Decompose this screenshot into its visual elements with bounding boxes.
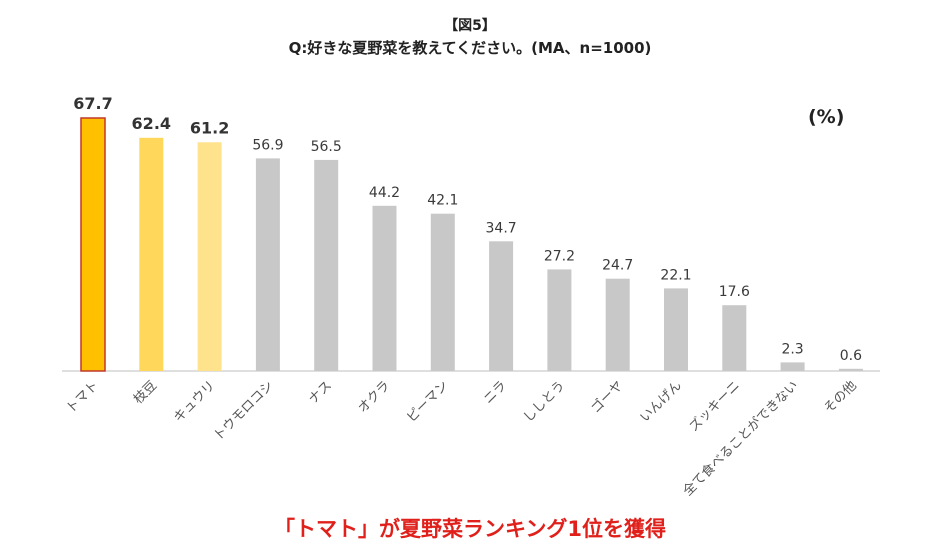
- bar-12: [780, 362, 805, 371]
- category-label-10: いんげん: [637, 378, 684, 425]
- bar-1: [139, 137, 164, 371]
- bar-chart: 67.7 トマト 62.4 枝豆 61.2 キュウリ 56.9 トウモロコシ 56.5 ナス 44.…: [62, 94, 880, 500]
- bar-2: [197, 142, 222, 371]
- category-label-8: ししとう: [521, 378, 568, 425]
- value-label-8: 27.2: [544, 248, 575, 264]
- category-label-1: 枝豆: [131, 378, 160, 407]
- category-label-2: キュウリ: [171, 378, 218, 425]
- value-label-12: 2.3: [781, 341, 803, 357]
- bar-11: [722, 305, 747, 371]
- bar-6: [430, 213, 455, 371]
- bar-4: [314, 159, 339, 371]
- value-label-7: 34.7: [486, 220, 517, 236]
- category-label-7: ニラ: [481, 378, 510, 407]
- value-label-13: 0.6: [840, 348, 862, 364]
- bar-7: [489, 241, 514, 371]
- category-label-5: オクラ: [355, 378, 393, 416]
- category-label-3: トウモロコシ: [211, 378, 277, 444]
- category-label-6: ピーマン: [404, 378, 451, 425]
- category-label-11: ズッキーニ: [686, 378, 743, 435]
- value-label-10: 22.1: [660, 267, 691, 283]
- bar-13: [838, 368, 863, 371]
- bar-0: [80, 117, 106, 372]
- category-label-12: 全て食べることができない: [680, 378, 802, 500]
- category-label-13: その他: [822, 378, 860, 416]
- value-label-5: 44.2: [369, 185, 400, 201]
- value-label-6: 42.1: [427, 193, 458, 209]
- value-label-1: 62.4: [132, 114, 171, 133]
- bar-9: [605, 278, 630, 371]
- bar-8: [547, 269, 572, 371]
- value-label-4: 56.5: [311, 139, 342, 155]
- bar-3: [255, 158, 280, 371]
- unit-label: (%): [808, 106, 845, 128]
- category-label-0: トマト: [64, 378, 102, 416]
- bar-10: [664, 288, 688, 371]
- value-label-3: 56.9: [252, 137, 283, 153]
- value-label-9: 24.7: [602, 258, 633, 274]
- bar-5: [372, 205, 397, 371]
- value-label-2: 61.2: [190, 118, 229, 137]
- category-label-4: ナス: [306, 378, 335, 407]
- figure-label: 【図5】: [444, 18, 496, 34]
- value-label-0: 67.7: [73, 94, 112, 113]
- chart-title: Q:好きな夏野菜を教えてください。(MA、n=1000): [288, 39, 652, 57]
- headline-caption: 「トマト」が夏野菜ランキング1位を獲得: [274, 517, 666, 541]
- value-label-11: 17.6: [719, 284, 750, 300]
- category-label-9: ゴーヤ: [588, 378, 627, 417]
